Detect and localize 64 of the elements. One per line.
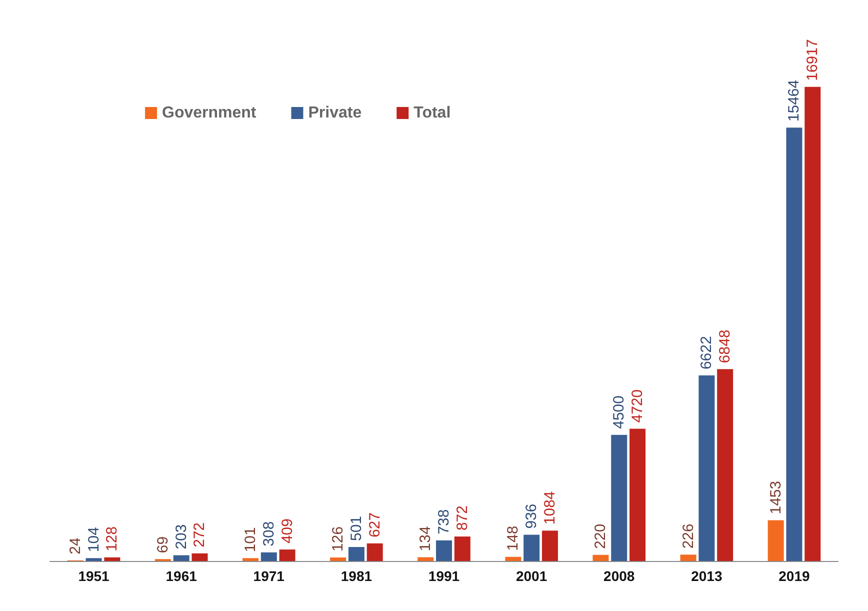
data-label: 101 bbox=[242, 527, 259, 552]
x-tick-label: 1991 bbox=[428, 568, 460, 584]
data-label: 128 bbox=[104, 526, 121, 552]
x-tick-label: 1981 bbox=[340, 568, 372, 584]
legend-label: Total bbox=[414, 104, 451, 122]
data-label: 409 bbox=[278, 518, 296, 544]
legend-label: Private bbox=[308, 104, 362, 122]
bar bbox=[804, 86, 821, 561]
data-label: 69 bbox=[154, 536, 172, 554]
data-label: 16917 bbox=[804, 39, 822, 81]
bar bbox=[104, 557, 120, 561]
x-tick-label: 2013 bbox=[691, 568, 722, 584]
bar bbox=[418, 557, 434, 561]
bar bbox=[542, 530, 558, 561]
x-tick-label: 2019 bbox=[778, 568, 810, 584]
bar bbox=[717, 369, 734, 561]
bar bbox=[436, 540, 452, 561]
data-label: 627 bbox=[366, 512, 384, 538]
bar bbox=[348, 546, 364, 561]
data-label: 1084 bbox=[541, 491, 558, 525]
data-label: 1453 bbox=[767, 480, 784, 514]
data-label: 15464 bbox=[786, 80, 803, 122]
bar bbox=[366, 543, 383, 561]
x-tick-label: 1961 bbox=[166, 568, 198, 584]
bar bbox=[592, 554, 609, 561]
bar bbox=[630, 428, 646, 561]
data-label: 220 bbox=[592, 524, 610, 549]
data-label: 6848 bbox=[716, 330, 734, 364]
data-label: 126 bbox=[330, 526, 347, 552]
bar bbox=[698, 375, 715, 561]
bar bbox=[279, 550, 296, 561]
bar bbox=[680, 554, 696, 561]
bar bbox=[611, 434, 628, 561]
data-label: 272 bbox=[191, 522, 208, 548]
bar bbox=[260, 552, 277, 561]
bar bbox=[192, 553, 208, 561]
legend-label: Government bbox=[162, 104, 257, 122]
data-label: 203 bbox=[172, 524, 190, 550]
bar bbox=[786, 128, 802, 561]
x-tick-label: 1951 bbox=[78, 568, 110, 584]
x-tick-label: 2001 bbox=[516, 568, 548, 584]
data-label: 308 bbox=[260, 521, 278, 546]
data-label: 872 bbox=[454, 506, 471, 531]
data-label: 936 bbox=[523, 504, 540, 529]
bar bbox=[86, 558, 102, 561]
data-label: 6622 bbox=[698, 336, 716, 370]
x-tick-label: 2008 bbox=[604, 568, 635, 584]
bar bbox=[330, 557, 346, 561]
data-label: 104 bbox=[85, 527, 102, 552]
data-label: 501 bbox=[348, 516, 365, 541]
bar bbox=[173, 555, 190, 561]
bar bbox=[524, 534, 540, 561]
data-label: 4720 bbox=[629, 389, 646, 423]
data-label: 4500 bbox=[610, 396, 628, 429]
data-label: 134 bbox=[417, 526, 434, 552]
data-label: 738 bbox=[436, 509, 452, 534]
bar bbox=[242, 558, 258, 561]
bar bbox=[768, 520, 784, 561]
data-label: 24 bbox=[66, 538, 84, 554]
x-tick-label: 1971 bbox=[253, 568, 285, 584]
bar bbox=[505, 556, 522, 561]
data-label: 148 bbox=[504, 526, 522, 551]
data-label: 226 bbox=[680, 524, 697, 549]
bar bbox=[454, 536, 470, 561]
